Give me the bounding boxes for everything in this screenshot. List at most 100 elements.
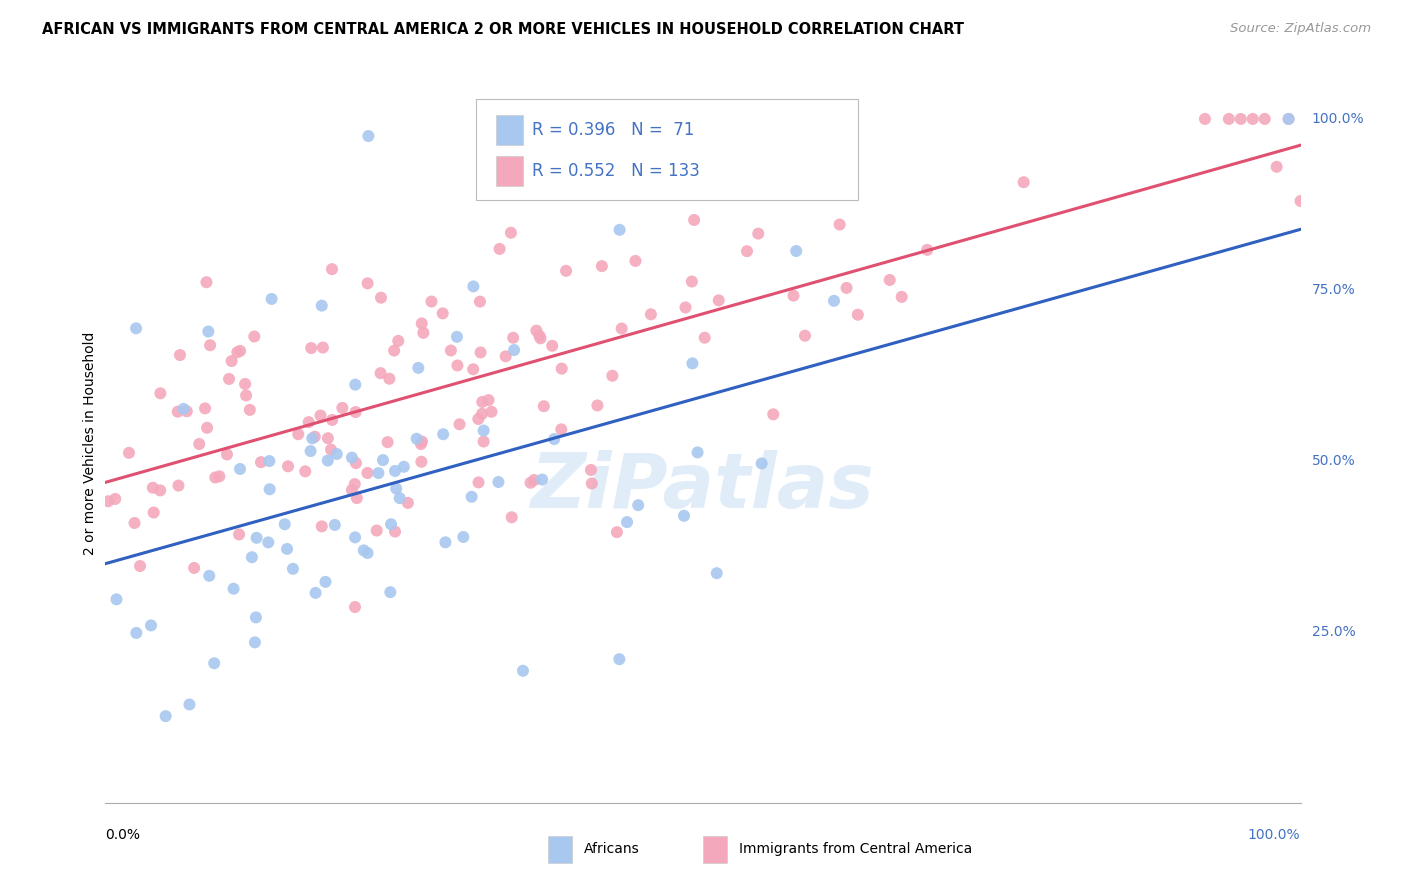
Point (420, 294, 443, 309)
Point (499, 226, 522, 240)
Point (204, 470, 226, 484)
Point (366, 524, 388, 538)
Point (706, 566, 728, 581)
Point (228, 527, 250, 541)
Point (239, 402, 262, 417)
Point (312, 341, 335, 355)
Point (330, 401, 353, 415)
Point (276, 541, 298, 556)
Point (176, 404, 198, 418)
Point (675, 301, 697, 315)
Point (233, 376, 256, 391)
Point (543, 432, 565, 446)
Text: R = 0.396   N =  71: R = 0.396 N = 71 (531, 121, 695, 139)
Point (624, 254, 647, 268)
Point (250, 455, 273, 469)
Point (446, 330, 468, 344)
Point (529, 331, 551, 345)
Point (377, 435, 399, 450)
Point (408, 360, 430, 375)
Point (104, 491, 127, 506)
Point (179, 698, 201, 712)
Point (762, 408, 785, 422)
Point (747, 227, 769, 241)
Point (616, 515, 638, 529)
Point (281, 562, 304, 576)
Point (382, 343, 405, 358)
Point (432, 306, 454, 320)
Point (411, 317, 433, 331)
Point (380, 517, 402, 532)
Point (202, 657, 225, 671)
Point (409, 437, 432, 451)
Text: Source: ZipAtlas.com: Source: ZipAtlas.com (1230, 22, 1371, 36)
Y-axis label: 2 or more Vehicles in Household: 2 or more Vehicles in Household (83, 332, 97, 556)
Point (356, 546, 378, 560)
Point (411, 455, 433, 469)
Point (446, 359, 468, 373)
Bar (703, 836, 727, 863)
Point (370, 366, 392, 380)
Point (751, 457, 773, 471)
Text: 50.0%: 50.0% (1312, 454, 1355, 468)
Point (243, 329, 266, 343)
Point (356, 277, 378, 291)
Point (890, 290, 912, 304)
Point (387, 334, 409, 348)
Point (472, 434, 495, 449)
Point (215, 447, 238, 461)
Point (846, 308, 869, 322)
Point (486, 475, 509, 489)
Point (183, 561, 205, 575)
Point (581, 476, 603, 491)
Bar (547, 836, 571, 863)
Point (1265, 160, 1288, 174)
Point (344, 405, 367, 419)
Point (555, 264, 578, 278)
Point (586, 399, 609, 413)
Point (343, 477, 366, 491)
Point (879, 273, 901, 287)
Point (707, 293, 730, 308)
Point (472, 424, 495, 438)
FancyBboxPatch shape (475, 99, 858, 200)
Point (259, 454, 281, 468)
Point (785, 244, 807, 258)
Point (610, 321, 633, 335)
Point (304, 586, 326, 600)
Point (195, 421, 218, 435)
Point (686, 445, 709, 459)
Text: Africans: Africans (583, 842, 640, 856)
Point (666, 169, 689, 183)
Point (1254, 112, 1277, 126)
Bar (496, 156, 523, 186)
Point (149, 386, 172, 401)
Point (195, 275, 218, 289)
Point (835, 281, 858, 295)
Point (299, 444, 322, 458)
Point (340, 483, 363, 497)
Point (453, 530, 475, 544)
Point (471, 395, 494, 409)
Point (125, 321, 148, 335)
Point (125, 626, 148, 640)
Point (197, 325, 219, 339)
Point (782, 288, 804, 302)
Point (1194, 112, 1216, 126)
Point (533, 399, 555, 413)
Point (245, 610, 267, 624)
Point (240, 550, 263, 565)
Point (602, 368, 624, 383)
Point (683, 213, 706, 227)
Point (229, 462, 252, 476)
Point (468, 294, 491, 309)
Point (346, 491, 368, 505)
Point (828, 218, 851, 232)
Point (321, 262, 343, 277)
Point (384, 464, 406, 478)
Point (353, 543, 375, 558)
Point (1218, 112, 1240, 126)
Point (672, 508, 695, 523)
Point (1277, 112, 1299, 126)
Point (260, 292, 283, 306)
